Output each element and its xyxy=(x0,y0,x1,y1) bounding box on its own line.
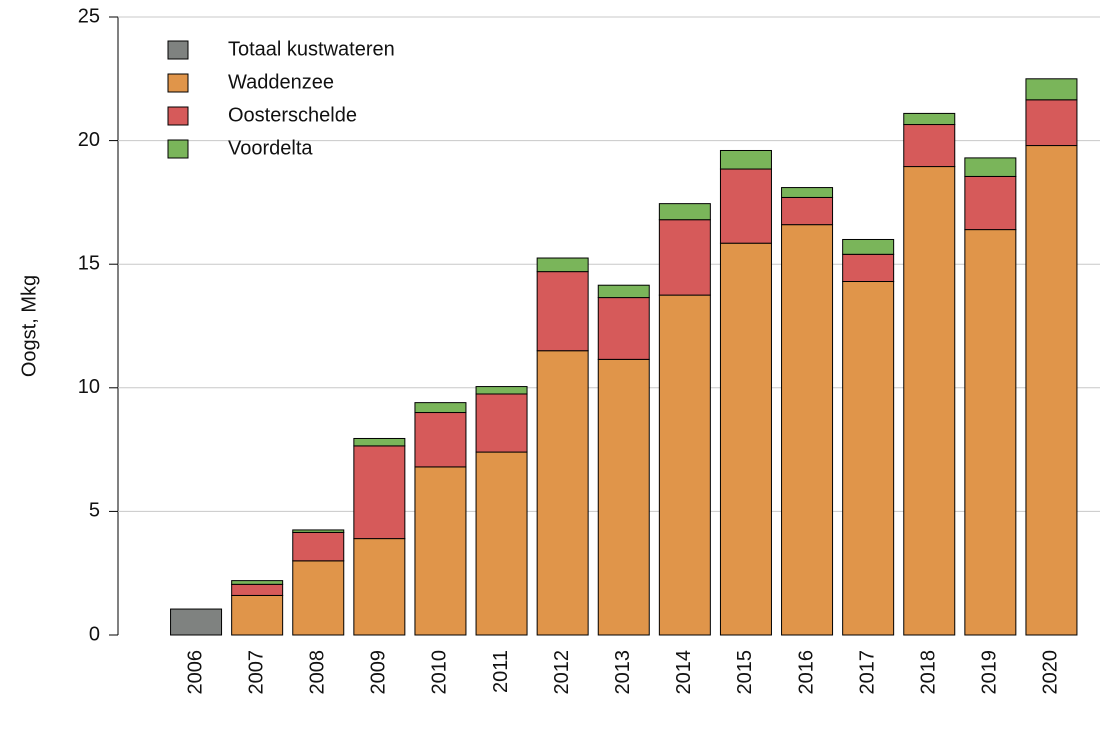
y-axis-label: Oogst, Mkg xyxy=(18,275,40,377)
bar-segment xyxy=(719,149,772,170)
bar-segment xyxy=(475,386,528,395)
bar-segment xyxy=(781,187,834,198)
bar-segment xyxy=(903,166,956,636)
bar-segment xyxy=(964,229,1017,636)
bar-segment xyxy=(536,350,589,636)
x-tick-label: 2011 xyxy=(490,650,512,693)
bar-segment xyxy=(475,393,528,453)
bar-segment xyxy=(292,531,345,562)
bar-segment xyxy=(170,608,223,636)
x-tick-label: 2009 xyxy=(368,650,390,695)
x-tick-label: 2008 xyxy=(307,650,329,695)
bar-segment xyxy=(353,437,406,447)
y-tick-label: 20 xyxy=(78,129,100,151)
bar-segment xyxy=(475,451,528,636)
y-tick-label: 10 xyxy=(78,376,100,398)
x-tick-label: 2019 xyxy=(979,650,1001,695)
y-tick-label: 0 xyxy=(89,623,100,645)
legend-swatch xyxy=(167,40,189,60)
legend-swatch xyxy=(167,139,189,159)
x-tick-label: 2013 xyxy=(612,650,634,695)
bar-segment xyxy=(414,466,467,636)
x-tick-label: 2006 xyxy=(184,650,206,695)
bar-segment xyxy=(842,281,895,636)
bar-segment xyxy=(414,412,467,468)
legend-swatch xyxy=(167,73,189,93)
bar-segment xyxy=(1025,99,1078,147)
bar-segment xyxy=(658,294,711,636)
bar-segment xyxy=(597,297,650,360)
legend-label: Waddenzee xyxy=(228,71,334,93)
bar-segment xyxy=(536,271,589,352)
y-tick-label: 15 xyxy=(78,252,100,274)
bar-segment xyxy=(536,257,589,273)
bar-segment xyxy=(597,284,650,299)
bar-segment xyxy=(231,583,284,596)
bar-segment xyxy=(964,175,1017,231)
x-tick-label: 2015 xyxy=(734,650,756,695)
x-tick-label: 2017 xyxy=(856,650,878,695)
bar-segment xyxy=(231,594,284,636)
bar-segment xyxy=(353,538,406,636)
bar-segment xyxy=(1025,145,1078,636)
bar-segment xyxy=(597,358,650,636)
legend-label: Oosterschelde xyxy=(228,104,357,126)
bar-segment xyxy=(353,445,406,540)
bar-segment xyxy=(903,112,956,126)
bar-segment xyxy=(658,203,711,221)
x-tick-label: 2014 xyxy=(673,650,695,695)
x-tick-label: 2012 xyxy=(551,650,573,695)
bar-segment xyxy=(903,124,956,168)
bar-segment xyxy=(1025,78,1078,101)
y-tick-label: 5 xyxy=(89,500,100,522)
bar-segment xyxy=(719,168,772,244)
bar-segment xyxy=(842,253,895,283)
x-tick-label: 2016 xyxy=(795,650,817,695)
bar-segment xyxy=(842,238,895,255)
legend-label: Voordelta xyxy=(228,137,313,159)
legend-label: Totaal kustwateren xyxy=(228,38,395,60)
bar-segment xyxy=(781,196,834,226)
bar-segment xyxy=(964,157,1017,177)
y-tick-label: 25 xyxy=(78,5,100,27)
x-tick-label: 2010 xyxy=(429,650,451,695)
bar-segment xyxy=(658,219,711,296)
bar-segment xyxy=(781,224,834,636)
x-tick-label: 2007 xyxy=(245,650,267,695)
bar-segment xyxy=(414,402,467,414)
x-tick-label: 2018 xyxy=(918,650,940,695)
bar-segment xyxy=(292,560,345,636)
bar-segment xyxy=(719,242,772,636)
bar-segment xyxy=(292,529,345,533)
legend-swatch xyxy=(167,106,189,126)
x-tick-label: 2020 xyxy=(1040,650,1062,695)
bar-segment xyxy=(231,580,284,585)
